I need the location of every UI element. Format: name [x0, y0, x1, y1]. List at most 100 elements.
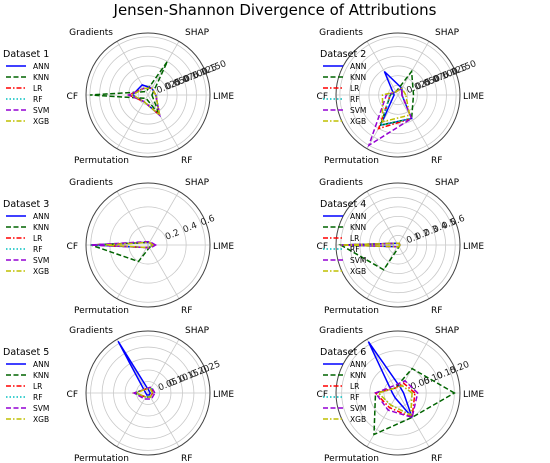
series-line-xgb: [381, 87, 411, 123]
grid-spoke: [116, 41, 149, 96]
legend-label-svm: SVM: [350, 404, 366, 413]
axis-label-shap: SHAP: [435, 178, 460, 188]
axis-label-lime: LIME: [213, 92, 234, 102]
axis-label-shap: SHAP: [435, 326, 460, 336]
axis-label-permutation: Permutation: [74, 454, 129, 463]
legend-label-svm: SVM: [33, 256, 49, 265]
radar-panel-2: 0.0250.0500.0750.1000.1250.150LIMESHAPGr…: [317, 28, 485, 166]
legend-label-svm: SVM: [350, 256, 366, 265]
series-line-xgb: [340, 242, 401, 248]
axis-label-lime: LIME: [213, 242, 234, 252]
grid-spoke: [116, 191, 149, 246]
grid-spoke: [366, 191, 399, 246]
series-line-xgb: [134, 388, 154, 398]
legend-label-ann: ANN: [33, 212, 49, 221]
legend-label-xgb: XGB: [33, 117, 49, 126]
axis-label-cf: CF: [317, 242, 328, 252]
grid-spoke: [116, 244, 149, 299]
legend-label-svm: SVM: [33, 404, 49, 413]
grid-spoke: [116, 392, 149, 447]
radar-frame: [335, 32, 461, 158]
grid-spoke: [397, 392, 430, 447]
legend-label-xgb: XGB: [33, 267, 49, 276]
axis-label-gradients: Gradients: [319, 326, 363, 336]
grid-spoke: [147, 339, 180, 394]
legend: Dataset 2 ANN KNN LR RF SVM XGB: [320, 49, 366, 126]
grid-spoke: [366, 244, 399, 299]
axis-label-gradients: Gradients: [319, 28, 363, 38]
axis-label-rf: RF: [431, 306, 442, 316]
legend-label-rf: RF: [33, 393, 43, 402]
radar-frame: [85, 32, 211, 158]
grid-spoke: [366, 41, 399, 96]
radar-frame: [335, 330, 461, 456]
grid-spoke: [366, 392, 399, 447]
grid-spoke: [397, 41, 430, 96]
radar-panel-6: 0.050.100.150.20LIMESHAPGradientsCFPermu…: [317, 326, 485, 463]
legend-label-svm: SVM: [350, 106, 366, 115]
axis-label-gradients: Gradients: [69, 178, 113, 188]
axis-label-shap: SHAP: [185, 28, 210, 38]
legend-label-svm: SVM: [33, 106, 49, 115]
series-line-xgb: [376, 384, 413, 417]
legend: Dataset 5 ANN KNN LR RF SVM XGB: [3, 347, 49, 424]
panel-title: Dataset 4: [320, 199, 366, 210]
axis-label-gradients: Gradients: [319, 178, 363, 188]
grid-spoke: [147, 392, 180, 447]
axis-label-cf: CF: [317, 92, 328, 102]
radar-frame: [335, 182, 461, 308]
series-line-xgb: [131, 87, 161, 118]
axis-label-rf: RF: [431, 454, 442, 463]
axis-label-permutation: Permutation: [74, 156, 129, 166]
radial-tick-label: 0.6: [449, 214, 466, 229]
figure-title: Jensen-Shannon Divergence of Attribution…: [113, 1, 437, 19]
axis-label-shap: SHAP: [435, 28, 460, 38]
axis-label-cf: CF: [67, 390, 78, 400]
legend-label-lr: LR: [350, 382, 359, 391]
legend-label-lr: LR: [33, 382, 42, 391]
grid-spoke: [147, 244, 180, 299]
panel-title: Dataset 2: [320, 49, 366, 60]
legend-label-rf: RF: [350, 245, 360, 254]
legend-label-ann: ANN: [33, 62, 49, 71]
legend-label-knn: KNN: [33, 223, 49, 232]
grid-spoke: [147, 94, 180, 149]
axis-label-gradients: Gradients: [69, 326, 113, 336]
panel-title: Dataset 6: [320, 347, 366, 358]
radial-tick-label: 0.150: [200, 59, 228, 78]
radial-tick-label: 0.150: [450, 59, 478, 78]
legend-label-ann: ANN: [350, 212, 366, 221]
axis-label-lime: LIME: [463, 92, 484, 102]
radial-tick-label: 0.25: [200, 359, 222, 376]
legend: Dataset 4 ANN KNN LR RF SVM XGB: [320, 199, 366, 276]
radial-tick-label: 0.3: [423, 224, 440, 239]
grid-spoke: [147, 41, 180, 96]
axis-label-lime: LIME: [463, 242, 484, 252]
legend-label-ann: ANN: [33, 360, 49, 369]
panel-title: Dataset 3: [3, 199, 49, 210]
radial-tick-label: 0.5: [441, 217, 458, 232]
axis-label-permutation: Permutation: [324, 454, 379, 463]
legend-label-rf: RF: [33, 245, 43, 254]
radar-panel-3: 0.2 0.4 0.6 LIME SHAP Gradients CF Permutation R…: [3, 178, 234, 316]
legend-label-knn: KNN: [33, 371, 49, 380]
series-line-knn: [89, 60, 169, 116]
legend-label-lr: LR: [33, 84, 42, 93]
series-line-svm: [374, 379, 419, 419]
series-line-svm: [132, 386, 156, 400]
grid-spoke: [397, 191, 430, 246]
grid-spoke: [116, 94, 149, 149]
axis-label-permutation: Permutation: [324, 306, 379, 316]
axis-label-shap: SHAP: [185, 326, 210, 336]
legend: Dataset 3 ANN KNN LR RF SVM XGB: [3, 199, 49, 276]
panel-title: Dataset 1: [3, 49, 49, 60]
radial-tick-label: 0.2: [164, 228, 181, 243]
legend-label-knn: KNN: [33, 73, 49, 82]
legend-label-knn: KNN: [350, 371, 366, 380]
axis-label-rf: RF: [181, 454, 192, 463]
radar-panel-1: 0.0250.0500.0750.1000.1250.150LIMESHAPGr…: [3, 28, 234, 166]
axis-label-rf: RF: [181, 306, 192, 316]
axis-label-cf: CF: [67, 92, 78, 102]
legend-label-ann: ANN: [350, 62, 366, 71]
